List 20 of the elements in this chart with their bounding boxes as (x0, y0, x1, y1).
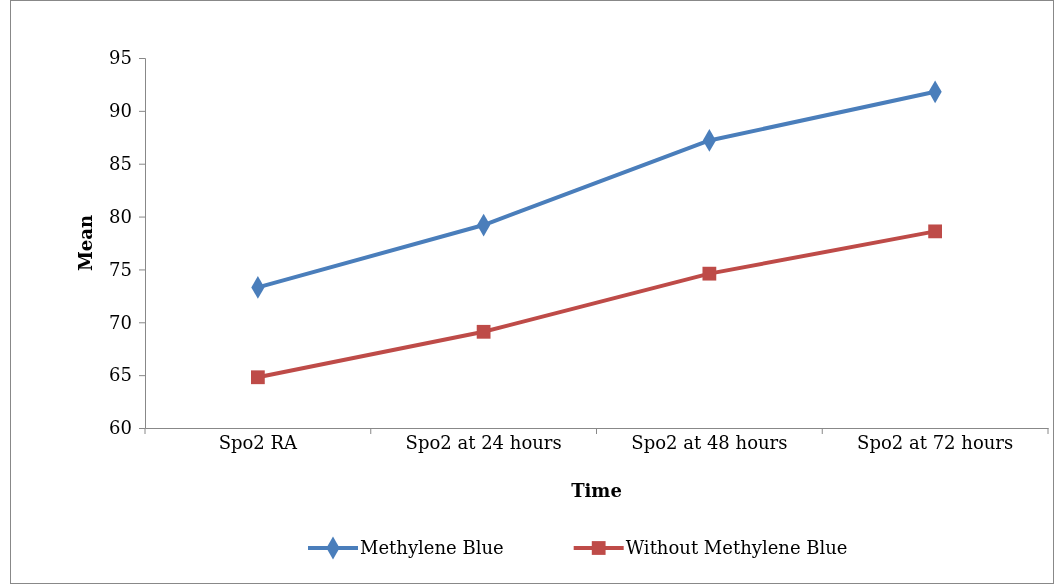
x-tick-label: Spo2 RA (218, 432, 299, 453)
y-axis-title: Mean (75, 214, 96, 272)
point (250, 370, 265, 385)
x-tick-label: Spo2 at 24 hours (405, 432, 562, 453)
legend-label: Methylene Blue (360, 537, 504, 558)
y-tick-label: 70 (109, 311, 132, 333)
point (702, 266, 717, 281)
y-tick-label: 80 (109, 205, 132, 227)
x-tick-label: Spo2 at 48 hours (631, 432, 788, 453)
y-tick-label: 95 (109, 47, 132, 69)
legend-label: Without Methylene Blue (625, 537, 848, 558)
x-axis-title: Time (571, 480, 622, 501)
point (928, 224, 943, 239)
y-tick-label: 60 (109, 417, 132, 439)
y-tick-label: 90 (109, 100, 132, 122)
y-tick-label: 85 (109, 152, 132, 174)
x-tick-label: Spo2 at 72 hours (857, 432, 1014, 453)
point (476, 324, 491, 339)
y-tick-label: 75 (109, 258, 132, 280)
y-tick-label: 65 (109, 364, 132, 386)
